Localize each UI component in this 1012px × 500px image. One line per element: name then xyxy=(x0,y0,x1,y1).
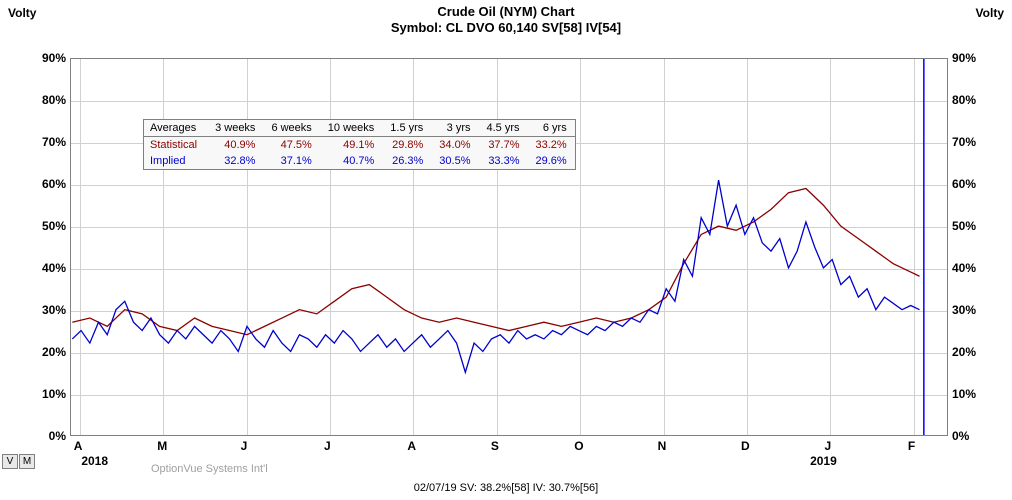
avg-header: Averages xyxy=(144,120,208,137)
y-tick-right: 40% xyxy=(952,261,976,275)
y-tick-left: 60% xyxy=(32,177,66,191)
avg-cell: 37.7% xyxy=(479,137,528,154)
avg-header: 6 yrs xyxy=(528,120,576,137)
avg-cell: 30.5% xyxy=(431,153,478,170)
x-tick-month: A xyxy=(407,439,416,453)
x-tick-month: J xyxy=(824,439,831,453)
view-button-m[interactable]: M xyxy=(19,454,35,469)
avg-cell: 32.8% xyxy=(207,153,263,170)
avg-header: 6 weeks xyxy=(263,120,319,137)
y-tick-right: 70% xyxy=(952,135,976,149)
x-tick-month: J xyxy=(324,439,331,453)
avg-cell: 29.6% xyxy=(528,153,576,170)
y-tick-right: 80% xyxy=(952,93,976,107)
x-tick-month: F xyxy=(908,439,915,453)
view-button-v[interactable]: V xyxy=(2,454,18,469)
x-tick-month: O xyxy=(574,439,583,453)
y-tick-right: 50% xyxy=(952,219,976,233)
watermark: OptionVue Systems Int'l xyxy=(151,463,268,475)
y-tick-right: 0% xyxy=(952,429,969,443)
avg-cell: 40.7% xyxy=(320,153,382,170)
avg-cell: 49.1% xyxy=(320,137,382,154)
x-tick-month: D xyxy=(741,439,750,453)
plot-area[interactable]: Averages3 weeks6 weeks10 weeks1.5 yrs3 y… xyxy=(70,58,948,436)
avg-cell: 34.0% xyxy=(431,137,478,154)
y-tick-right: 10% xyxy=(952,387,976,401)
avg-cell: 26.3% xyxy=(382,153,431,170)
y-tick-left: 50% xyxy=(32,219,66,233)
y-tick-left: 70% xyxy=(32,135,66,149)
y-tick-right: 90% xyxy=(952,51,976,65)
status-bar: 02/07/19 SV: 38.2%[58] IV: 30.7%[56] xyxy=(0,482,1012,494)
avg-cell: 29.8% xyxy=(382,137,431,154)
avg-cell: 47.5% xyxy=(263,137,319,154)
avg-cell: 33.3% xyxy=(479,153,528,170)
avg-header: 3 yrs xyxy=(431,120,478,137)
x-tick-month: N xyxy=(658,439,667,453)
y-tick-left: 0% xyxy=(32,429,66,443)
y-tick-left: 10% xyxy=(32,387,66,401)
y-tick-left: 40% xyxy=(32,261,66,275)
avg-header: 3 weeks xyxy=(207,120,263,137)
y-tick-left: 30% xyxy=(32,303,66,317)
chart-title: Crude Oil (NYM) Chart Symbol: CL DVO 60,… xyxy=(0,4,1012,36)
y-tick-left: 90% xyxy=(32,51,66,65)
y-tick-left: 20% xyxy=(32,345,66,359)
avg-row-label: Statistical xyxy=(144,137,208,154)
x-tick-month: M xyxy=(157,439,167,453)
avg-header: 4.5 yrs xyxy=(479,120,528,137)
avg-header: 1.5 yrs xyxy=(382,120,431,137)
year-label-right: 2019 xyxy=(810,454,837,468)
avg-cell: 33.2% xyxy=(528,137,576,154)
avg-cell: 40.9% xyxy=(207,137,263,154)
line-series xyxy=(71,59,947,435)
year-label-left: 2018 xyxy=(81,454,108,468)
y-tick-left: 80% xyxy=(32,93,66,107)
y-tick-right: 20% xyxy=(952,345,976,359)
title-line-2: Symbol: CL DVO 60,140 SV[58] IV[54] xyxy=(0,20,1012,36)
view-mode-buttons: V M xyxy=(2,454,35,469)
title-line-1: Crude Oil (NYM) Chart xyxy=(0,4,1012,20)
x-tick-month: J xyxy=(241,439,248,453)
avg-header: 10 weeks xyxy=(320,120,382,137)
x-tick-month: A xyxy=(74,439,83,453)
avg-cell: 37.1% xyxy=(263,153,319,170)
volatility-chart: Volty Volty Crude Oil (NYM) Chart Symbol… xyxy=(0,0,1012,500)
avg-row-label: Implied xyxy=(144,153,208,170)
y-tick-right: 60% xyxy=(952,177,976,191)
x-tick-month: S xyxy=(491,439,499,453)
y-tick-right: 30% xyxy=(952,303,976,317)
averages-table: Averages3 weeks6 weeks10 weeks1.5 yrs3 y… xyxy=(143,119,576,170)
